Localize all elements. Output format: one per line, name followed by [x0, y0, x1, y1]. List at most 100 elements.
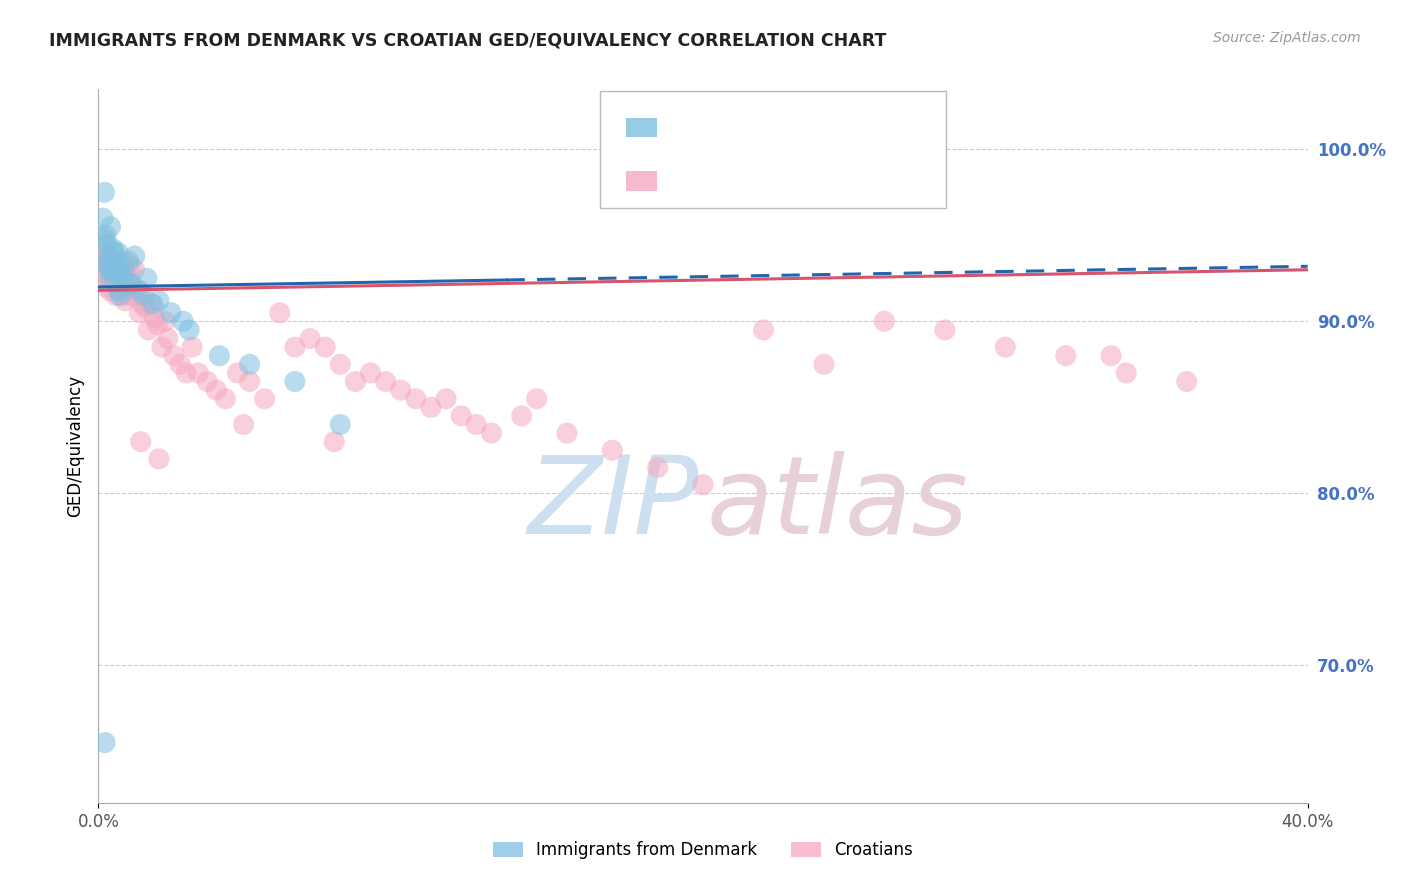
Point [934, 323, 956, 337]
Point [146, 318, 169, 332]
Point [90, 271, 112, 285]
Point [136, 323, 159, 337]
Point [150, 340, 173, 354]
Point [97, 254, 120, 268]
Point [91, 262, 114, 277]
Point [232, 417, 254, 432]
Point [450, 409, 472, 423]
Point [96, 260, 118, 274]
Point [98, 284, 121, 298]
Point [112, 280, 135, 294]
Point [118, 288, 141, 302]
Point [114, 293, 136, 308]
Point [465, 417, 488, 432]
Point [96, 280, 118, 294]
Point [360, 366, 382, 380]
Point [118, 254, 141, 268]
Point [314, 340, 336, 354]
Text: atlas: atlas [707, 450, 969, 556]
Point [374, 375, 396, 389]
Point [344, 375, 367, 389]
Point [94, 736, 117, 750]
Point [135, 271, 157, 285]
Point [226, 366, 249, 380]
Point [187, 366, 209, 380]
Point [813, 357, 835, 371]
Point [132, 288, 155, 302]
Point [103, 245, 125, 260]
Text: IMMIGRANTS FROM DENMARK VS CROATIAN GED/EQUIVALENCY CORRELATION CHART: IMMIGRANTS FROM DENMARK VS CROATIAN GED/… [49, 31, 887, 49]
Point [214, 392, 236, 406]
Point [100, 219, 122, 234]
Point [323, 434, 346, 449]
Point [148, 293, 170, 308]
Point [873, 314, 896, 328]
Point [121, 280, 143, 294]
Text: ZIP: ZIP [527, 450, 699, 556]
Point [163, 349, 186, 363]
Point [98, 249, 121, 263]
Point [174, 366, 197, 380]
Point [143, 310, 166, 325]
Point [124, 249, 146, 263]
Point [122, 288, 145, 302]
Point [169, 357, 191, 371]
Point [98, 271, 121, 285]
Point [752, 323, 775, 337]
Text: N =: N = [787, 172, 839, 190]
Point [115, 266, 138, 280]
Point [100, 266, 122, 280]
Point [124, 262, 146, 277]
Point [105, 262, 128, 277]
Point [1175, 375, 1198, 389]
Point [141, 297, 163, 311]
Point [329, 417, 352, 432]
Point [1054, 349, 1077, 363]
Point [91, 211, 114, 226]
Point [104, 254, 127, 268]
Point [389, 383, 412, 397]
Point [111, 271, 134, 285]
Text: N =: N = [787, 119, 839, 136]
Point [420, 401, 443, 415]
Point [131, 297, 153, 311]
Point [108, 284, 131, 298]
Point [103, 254, 125, 268]
Point [299, 332, 322, 346]
Point [114, 280, 136, 294]
Point [172, 314, 194, 328]
Point [93, 236, 115, 251]
Point [434, 392, 457, 406]
Point [181, 340, 204, 354]
Point [93, 232, 115, 246]
Point [103, 242, 125, 256]
Point [1099, 349, 1122, 363]
Point [142, 297, 165, 311]
Point [112, 262, 135, 277]
Point [239, 375, 262, 389]
Text: Source: ZipAtlas.com: Source: ZipAtlas.com [1213, 31, 1361, 45]
Point [555, 426, 578, 441]
Point [994, 340, 1017, 354]
Point [121, 277, 143, 291]
Point [481, 426, 503, 441]
Point [153, 314, 176, 328]
Point [96, 236, 118, 251]
Point [127, 284, 149, 298]
Point [510, 409, 533, 423]
Point [108, 277, 131, 291]
Point [179, 323, 201, 337]
Point [148, 451, 170, 466]
Point [284, 340, 307, 354]
Text: R =: R = [668, 172, 707, 190]
Point [602, 443, 624, 458]
Point [94, 228, 117, 243]
Point [160, 306, 183, 320]
Y-axis label: GED/Equivalency: GED/Equivalency [66, 375, 84, 517]
Point [128, 306, 150, 320]
Legend: Immigrants from Denmark, Croatians: Immigrants from Denmark, Croatians [486, 835, 920, 866]
Point [205, 383, 228, 397]
Point [101, 262, 124, 277]
Point [104, 288, 127, 302]
Text: 40: 40 [846, 119, 872, 136]
